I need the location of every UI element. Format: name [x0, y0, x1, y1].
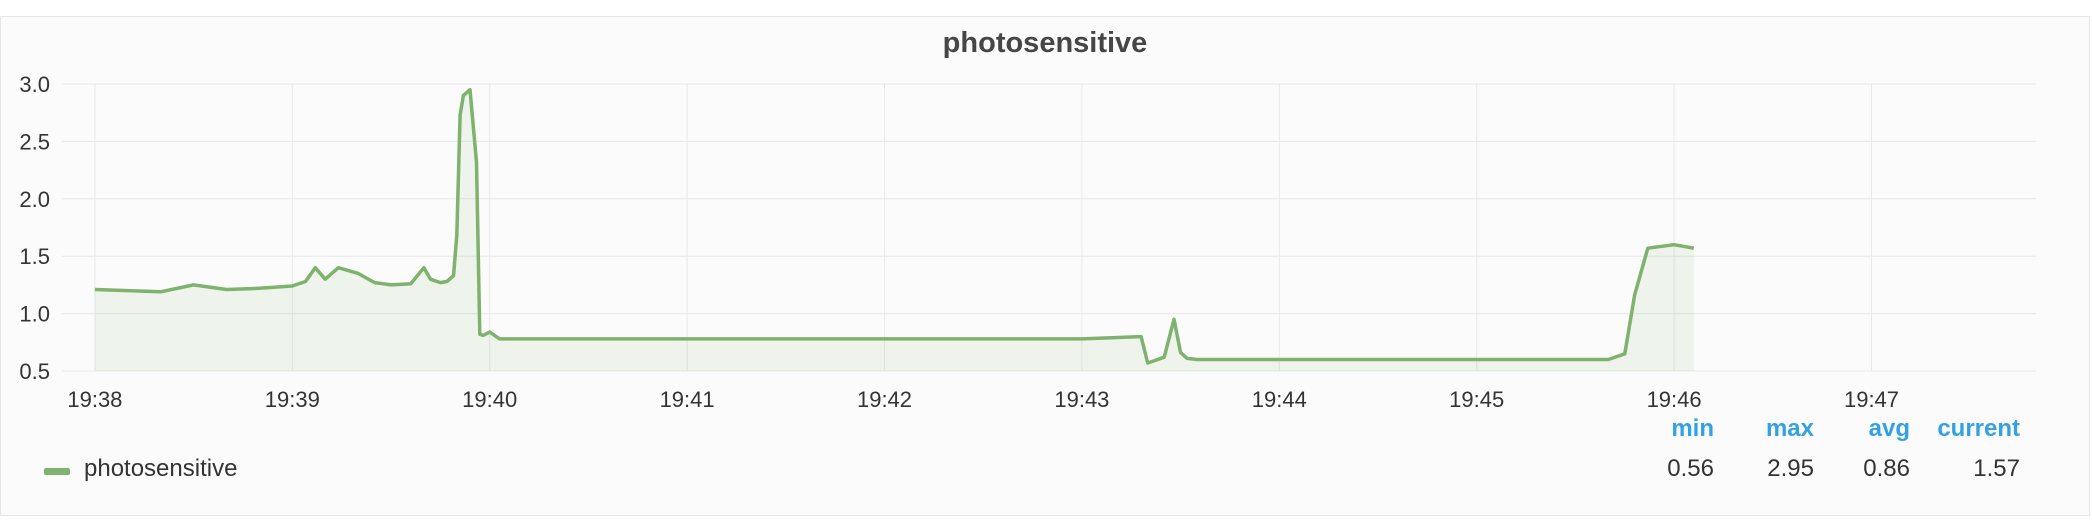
series-area-fill	[94, 89, 1694, 371]
y-tick-label: 0.5	[19, 359, 50, 384]
legend-stat-max-header[interactable]: max	[1765, 415, 1814, 442]
legend-series-label[interactable]: photosensitive	[84, 455, 238, 482]
x-tick-label: 19:45	[1449, 387, 1504, 412]
x-tick-label: 19:44	[1252, 387, 1307, 412]
legend-stat-current-header[interactable]: current	[1937, 415, 2020, 442]
x-tick-label: 19:40	[462, 387, 517, 412]
legend-stat-min-header[interactable]: min	[1671, 415, 1714, 442]
graph-panel: photosensitive	[0, 16, 2090, 516]
y-tick-label: 2.0	[19, 187, 50, 212]
chart-title: photosensitive	[942, 27, 1148, 59]
legend-stat-avg-value: 0.86	[1863, 455, 1910, 482]
x-tick-label: 19:46	[1647, 387, 1702, 412]
x-tick-label: 19:38	[67, 387, 122, 412]
x-tick-label: 19:42	[857, 387, 912, 412]
x-tick-label: 19:41	[660, 387, 715, 412]
legend-stat-min-value: 0.56	[1667, 455, 1714, 482]
x-tick-label: 19:47	[1844, 387, 1899, 412]
y-tick-label: 3.0	[19, 72, 50, 97]
legend-stat-avg-header[interactable]: avg	[1868, 415, 1910, 442]
legend-stat-current-value: 1.57	[1973, 455, 2020, 482]
x-tick-label: 19:39	[265, 387, 320, 412]
series-line	[94, 87, 1695, 365]
y-tick-label: 2.5	[19, 129, 50, 154]
legend-series-color-icon	[44, 468, 70, 475]
y-tick-label: 1.0	[19, 302, 50, 327]
legend-stat-max-value: 2.95	[1767, 455, 1814, 482]
x-tick-label: 19:43	[1054, 387, 1109, 412]
y-tick-label: 1.5	[19, 244, 50, 269]
